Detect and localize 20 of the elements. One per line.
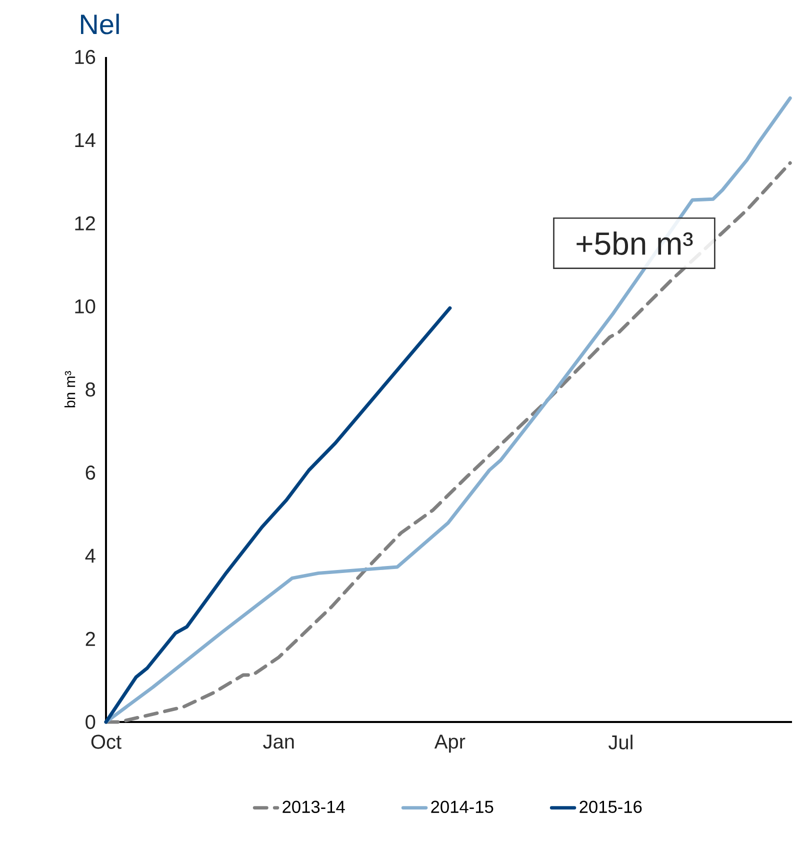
legend-label: 2014-15 (431, 800, 494, 814)
y-tick-label: 10 (75, 299, 96, 314)
x-tick-label: Apr (434, 734, 466, 753)
x-tick-label: Jul (608, 734, 632, 750)
y-tick-label: 0 (86, 714, 96, 730)
y-tick-label: 4 (85, 548, 96, 563)
y-tick-label: 16 (75, 50, 96, 64)
y-axis-title: bn m³ (64, 371, 76, 408)
x-tick-label: Jan (263, 734, 294, 749)
y-tick-label: 2 (86, 632, 95, 646)
chart-title: Nel (81, 14, 119, 34)
y-tick-label: 14 (75, 133, 96, 147)
line-series (104, 306, 452, 724)
y-tick-label: 8 (86, 382, 96, 397)
y-tick-label: 6 (86, 466, 96, 480)
legend-label: 2013-14 (282, 800, 345, 814)
annotation: +5bn m³ (576, 231, 693, 255)
y-tick-label: 12 (75, 216, 95, 230)
legend-label: 2015-16 (580, 800, 642, 814)
x-tick-label: Oct (91, 734, 122, 749)
